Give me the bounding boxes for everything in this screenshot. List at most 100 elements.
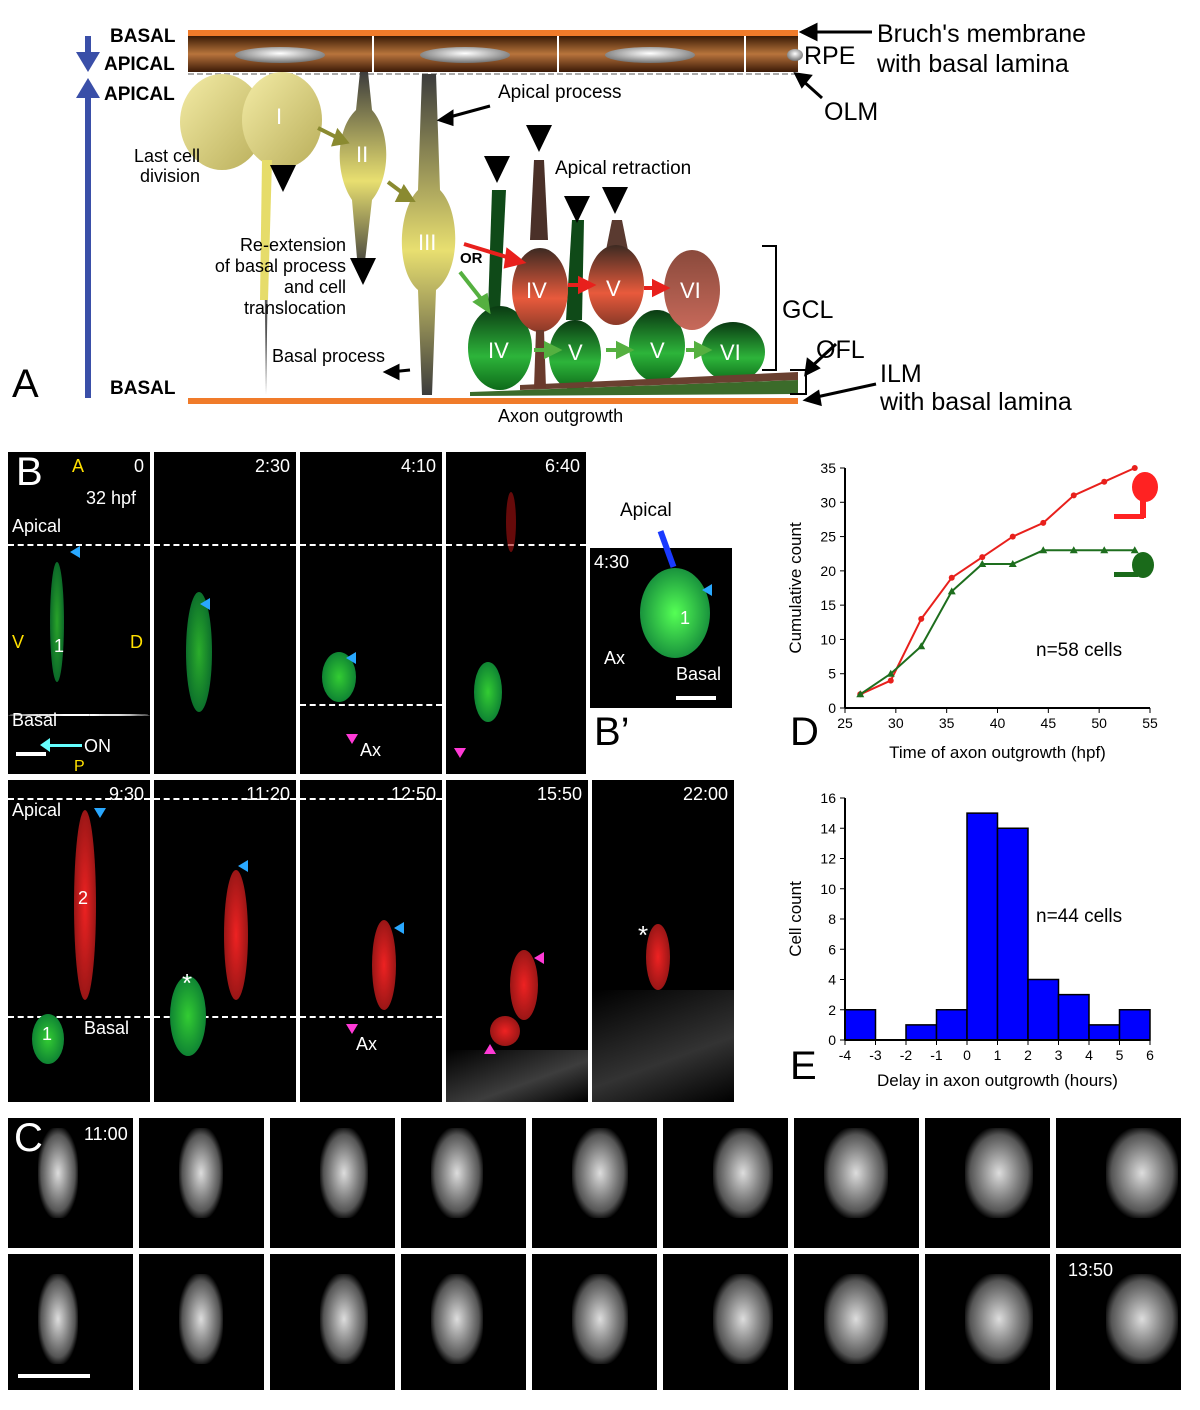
frame-time: 9:30	[108, 784, 144, 804]
y-tick-label: 10	[820, 631, 836, 647]
cell-red-iv	[512, 248, 568, 332]
on-arrow-icon	[46, 744, 82, 747]
cell-i-label: I	[276, 104, 283, 129]
ax-label-2: Ax	[356, 1034, 378, 1054]
cell-ii-label: II	[356, 142, 369, 167]
frame-time: 22:00	[682, 784, 728, 804]
bprime-basal-label: Basal	[676, 664, 722, 684]
x-axis-label: Time of axon outgrowth (hpf)	[889, 743, 1106, 762]
histogram-bar	[905, 1024, 938, 1041]
bprime-cell-1: 1	[680, 608, 691, 628]
y-tick-label: 2	[828, 1002, 836, 1018]
bprime-ax-label: Ax	[604, 648, 626, 668]
label-olm: OLM	[824, 98, 879, 126]
label-reextension-1: Re-extension	[239, 235, 346, 255]
cell-iii	[401, 74, 456, 395]
blue-arrowhead-icon	[200, 598, 210, 610]
panel-a-schematic	[76, 22, 877, 407]
x-tick-label: 30	[888, 715, 904, 731]
cell-red-vi	[664, 250, 720, 330]
panel-c-frame	[139, 1118, 264, 1248]
data-point	[1101, 478, 1108, 485]
cell-iii-label: III	[418, 230, 437, 255]
histogram-bar	[1027, 978, 1060, 1041]
series-line-0	[859, 467, 1136, 696]
blue-arrowhead-icon	[394, 922, 404, 934]
y-axis-label: Cumulative count	[786, 522, 805, 654]
x-tick-label: 50	[1091, 715, 1107, 731]
y-tick-label: 5	[828, 666, 836, 682]
data-point	[947, 587, 956, 595]
histogram-bar	[1118, 1009, 1151, 1041]
panel-e-letter: E	[790, 1044, 817, 1088]
panel-c: C 11:00 13:50	[8, 1116, 1188, 1403]
star-label-2: *	[638, 920, 649, 950]
cell-green-iv	[468, 306, 532, 390]
label-axon-outgrowth: Axon outgrowth	[498, 406, 624, 426]
cell-ii	[339, 72, 387, 270]
label-reextension-2: of basal process	[214, 256, 346, 276]
panel-c-end-time: 13:50	[1068, 1260, 1114, 1280]
panel-c-frame	[401, 1118, 526, 1248]
x-tick-label: -3	[869, 1047, 882, 1063]
label-apical-retraction: Apical retraction	[555, 158, 692, 179]
apical-label-2: Apical	[12, 800, 62, 820]
panel-e-annotation: n=44 cells	[1036, 906, 1123, 927]
data-point	[1131, 465, 1138, 471]
panel-c-frame	[8, 1254, 133, 1390]
y-tick-label: 25	[820, 529, 836, 545]
data-point	[1130, 546, 1139, 554]
panel-c-frame	[794, 1118, 919, 1248]
label-or: OR	[460, 250, 483, 267]
label-reextension-3: and cell	[283, 277, 346, 297]
x-tick-label: -4	[839, 1047, 852, 1063]
panel-b-letter: B	[16, 452, 43, 494]
frame-b-1250: 12:50 Ax	[300, 780, 442, 1102]
bprime-apical-label: Apical	[620, 500, 672, 521]
data-point	[978, 560, 987, 567]
x-tick-label: 55	[1142, 715, 1158, 731]
blue-arrowhead-icon	[70, 546, 80, 558]
cell-green-v	[549, 320, 601, 390]
frame-time: 0	[133, 456, 144, 476]
frame-b-0: 0 B A 32 hpf Apical V D P Basal ON 1	[8, 452, 150, 774]
cell-2-label: 2	[78, 888, 89, 908]
panel-d-annotation: n=58 cells	[1036, 640, 1123, 661]
y-tick-label: 15	[820, 597, 836, 613]
data-point	[887, 677, 894, 684]
data-point	[886, 669, 895, 677]
label-reextension-4: translocation	[243, 298, 346, 318]
panel-c-scale-bar	[18, 1374, 90, 1378]
panel-c-frame	[270, 1254, 395, 1390]
ax-label: Ax	[360, 740, 382, 760]
cell-green-v-label: V	[568, 340, 583, 365]
bruchs-membrane-line	[188, 30, 798, 36]
y-tick-label: 10	[820, 881, 836, 897]
panel-c-frame	[139, 1254, 264, 1390]
cell-i-right	[242, 72, 322, 168]
panel-c-frame	[1056, 1118, 1181, 1248]
magenta-arrowhead-icon	[484, 1044, 496, 1054]
blue-arrowhead-icon	[238, 860, 248, 872]
label-apical-process: Apical process	[498, 82, 622, 103]
bprime-letter: B’	[594, 710, 630, 754]
green-neuron-icon	[1132, 552, 1154, 578]
label-last-cell: Last cell	[133, 146, 200, 166]
y-tick-label: 12	[820, 851, 836, 867]
x-tick-label: 45	[1041, 715, 1057, 731]
frame-b-prime: 4:30 1 Ax Basal	[590, 548, 732, 708]
y-tick-label: 4	[828, 972, 836, 988]
y-tick-label: 0	[828, 700, 836, 716]
magenta-arrowhead-icon	[454, 748, 466, 758]
cell-red-iv-label: IV	[526, 278, 547, 303]
panel-c-frame	[532, 1254, 657, 1390]
x-axis-label: Delay in axon outgrowth (hours)	[877, 1071, 1118, 1090]
panel-c-start-time: 11:00	[84, 1124, 128, 1144]
histogram-bar	[996, 827, 1029, 1041]
y-tick-label: 14	[820, 820, 836, 836]
data-point	[1100, 546, 1109, 554]
label-ilm-2: with basal lamina	[880, 388, 1072, 416]
basal-label-2: Basal	[84, 1018, 130, 1038]
frame-b-640: 6:40	[446, 452, 586, 774]
